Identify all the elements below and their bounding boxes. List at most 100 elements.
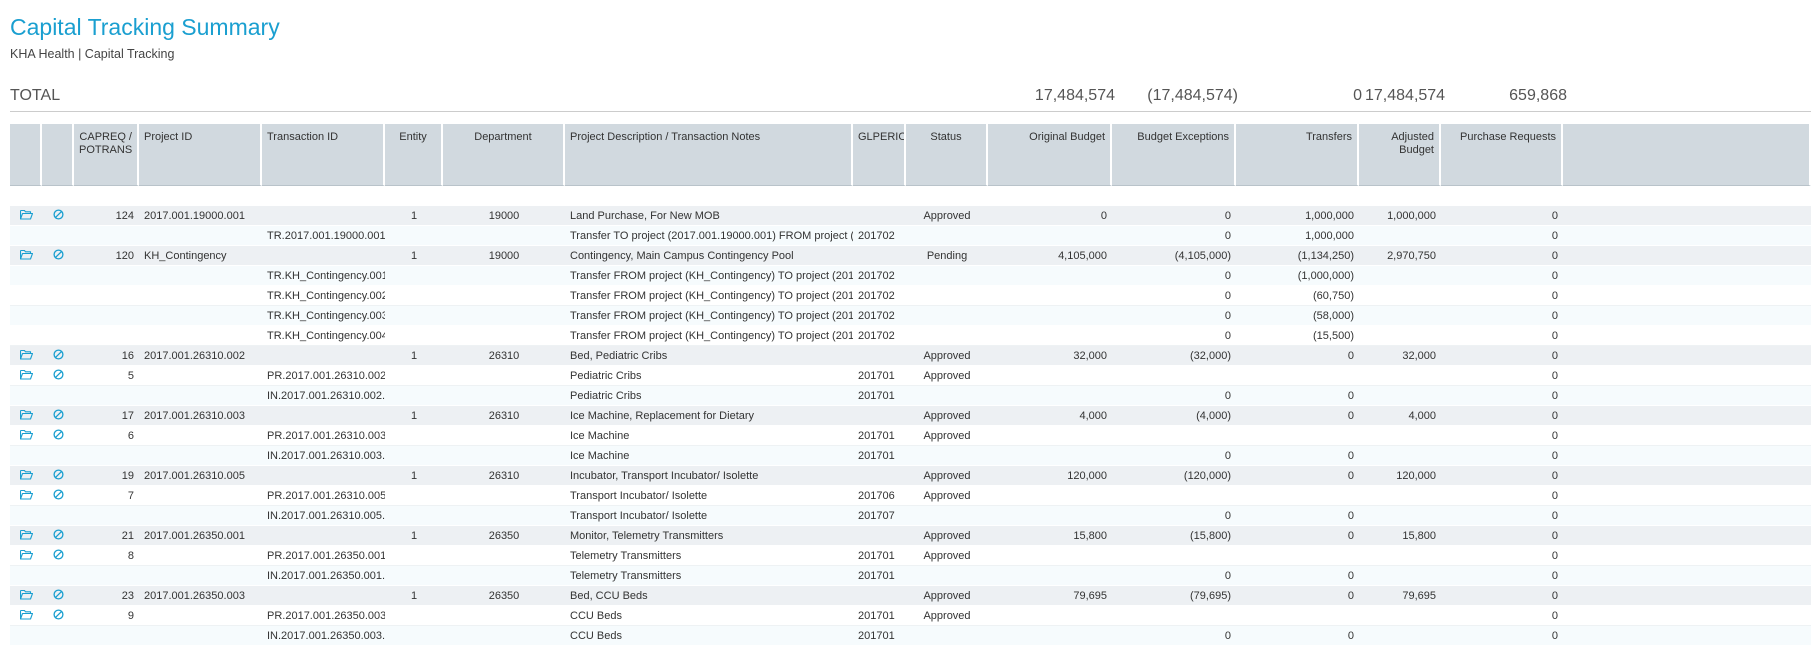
table-row[interactable]: IN.2017.001.26350.001.00' Telemetry Trans… bbox=[10, 566, 1811, 586]
table-row[interactable]: 9 PR.2017.001.26350.003.00 CCU Beds201701A… bbox=[10, 606, 1811, 626]
ban-icon[interactable] bbox=[52, 468, 64, 483]
folder-open-icon[interactable] bbox=[19, 429, 33, 443]
table-row[interactable]: 21 2017.001.26350.001 1 26350 Monitor, Telem… bbox=[10, 526, 1811, 546]
cell-glperiod: 201702 bbox=[853, 286, 906, 306]
table-row[interactable]: 16 2017.001.26310.002 1 26310 Bed, Pediatric… bbox=[10, 346, 1811, 366]
cell-filler bbox=[1563, 586, 1811, 606]
table-row[interactable]: 17 2017.001.26310.003 1 26310 Ice Machine, R… bbox=[10, 406, 1811, 426]
table-row[interactable]: 5 PR.2017.001.26310.002.00 Pediatric Cribs… bbox=[10, 366, 1811, 386]
cell-entity: 1 bbox=[385, 466, 443, 486]
cell-entity: 1 bbox=[385, 406, 443, 426]
open-cell bbox=[10, 306, 42, 326]
col-entity[interactable]: Entity bbox=[385, 124, 443, 186]
ban-icon[interactable] bbox=[52, 488, 64, 503]
open-cell bbox=[10, 266, 42, 286]
folder-open-icon[interactable] bbox=[19, 249, 33, 263]
ban-icon[interactable] bbox=[52, 368, 64, 383]
table-row[interactable]: 7 PR.2017.001.26310.005.00 Transport Incub… bbox=[10, 486, 1811, 506]
ban-icon[interactable] bbox=[52, 528, 64, 543]
table-row[interactable]: 23 2017.001.26350.003 1 26350 Bed, CCU Beds A… bbox=[10, 586, 1811, 606]
ban-icon[interactable] bbox=[52, 608, 64, 623]
col-glperiod[interactable]: GLPERIOD bbox=[853, 124, 906, 186]
table-row[interactable]: TR.KH_Contingency.002 Transfer FROM proje… bbox=[10, 286, 1811, 306]
cell-transfers: 0 bbox=[1236, 586, 1359, 606]
col-capreq[interactable]: CAPREQ / POTRANS bbox=[74, 124, 139, 186]
cell-filler bbox=[1563, 406, 1811, 426]
table-row[interactable]: 8 PR.2017.001.26350.001.00 Telemetry Trans… bbox=[10, 546, 1811, 566]
open-cell bbox=[10, 486, 42, 506]
folder-open-icon[interactable] bbox=[19, 589, 33, 603]
folder-open-icon[interactable] bbox=[19, 609, 33, 623]
cell-filler bbox=[1563, 626, 1811, 646]
open-cell bbox=[10, 426, 42, 446]
ban-icon[interactable] bbox=[52, 588, 64, 603]
cell-entity bbox=[385, 486, 443, 506]
cell-transaction-id: IN.2017.001.26310.003.00' bbox=[262, 446, 385, 466]
cell-original-budget bbox=[988, 506, 1112, 526]
cell-budget-exceptions bbox=[1112, 486, 1236, 506]
cell-purchase-requests: 0 bbox=[1441, 526, 1563, 546]
col-transaction-id[interactable]: Transaction ID bbox=[262, 124, 385, 186]
cell-entity: 1 bbox=[385, 206, 443, 226]
cell-transaction-id bbox=[262, 526, 385, 546]
ban-icon[interactable] bbox=[52, 548, 64, 563]
cell-department bbox=[443, 286, 565, 306]
col-original-budget[interactable]: Original Budget bbox=[988, 124, 1112, 186]
cell-adjusted-budget bbox=[1359, 486, 1441, 506]
cell-adjusted-budget bbox=[1359, 446, 1441, 466]
folder-open-icon[interactable] bbox=[19, 529, 33, 543]
cell-filler bbox=[1563, 346, 1811, 366]
cell-original-budget: 79,695 bbox=[988, 586, 1112, 606]
col-purchase-requests[interactable]: Purchase Requests bbox=[1441, 124, 1563, 186]
cell-status: Approved bbox=[906, 366, 988, 386]
table-row[interactable]: 124 2017.001.19000.001 1 19000 Land Purchase… bbox=[10, 206, 1811, 226]
cell-budget-exceptions: (4,000) bbox=[1112, 406, 1236, 426]
cell-transfers bbox=[1236, 486, 1359, 506]
table-row[interactable]: IN.2017.001.26310.003.00' Ice Machine2017… bbox=[10, 446, 1811, 466]
ban-icon[interactable] bbox=[52, 208, 64, 223]
cell-description: Transfer FROM project (KH_Contingency) T… bbox=[565, 326, 853, 346]
table-row[interactable]: TR.KH_Contingency.004 Transfer FROM proje… bbox=[10, 326, 1811, 346]
table-row[interactable]: IN.2017.001.26310.005.00' Transport Incub… bbox=[10, 506, 1811, 526]
folder-open-icon[interactable] bbox=[19, 349, 33, 363]
table-row[interactable]: 19 2017.001.26310.005 1 26310 Incubator, Tra… bbox=[10, 466, 1811, 486]
cell-department: 19000 bbox=[443, 246, 565, 266]
cell-department: 26310 bbox=[443, 346, 565, 366]
col-description[interactable]: Project Description / Transaction Notes bbox=[565, 124, 853, 186]
cell-entity: 1 bbox=[385, 246, 443, 266]
col-status[interactable]: Status bbox=[906, 124, 988, 186]
col-adjusted-budget[interactable]: Adjusted Budget bbox=[1359, 124, 1441, 186]
col-department[interactable]: Department bbox=[443, 124, 565, 186]
folder-open-icon[interactable] bbox=[19, 549, 33, 563]
ban-icon[interactable] bbox=[52, 248, 64, 263]
cell-department bbox=[443, 306, 565, 326]
ban-icon[interactable] bbox=[52, 348, 64, 363]
cell-transfers: 0 bbox=[1236, 566, 1359, 586]
col-transfers[interactable]: Transfers bbox=[1236, 124, 1359, 186]
col-project-id[interactable]: Project ID bbox=[139, 124, 262, 186]
table-row[interactable]: TR.2017.001.19000.001.00 Transfer TO proj… bbox=[10, 226, 1811, 246]
cell-purchase-requests: 0 bbox=[1441, 266, 1563, 286]
cell-status: Pending bbox=[906, 246, 988, 266]
cell-budget-exceptions: 0 bbox=[1112, 206, 1236, 226]
cell-budget-exceptions: (15,800) bbox=[1112, 526, 1236, 546]
cell-description: Telemetry Transmitters bbox=[565, 566, 853, 586]
cancel-cell bbox=[42, 626, 74, 646]
cell-entity bbox=[385, 606, 443, 626]
folder-open-icon[interactable] bbox=[19, 469, 33, 483]
table-row[interactable]: IN.2017.001.26310.002.00' Pediatric Cribs… bbox=[10, 386, 1811, 406]
folder-open-icon[interactable] bbox=[19, 209, 33, 223]
ban-icon[interactable] bbox=[52, 408, 64, 423]
cell-capreq bbox=[74, 326, 139, 346]
table-row[interactable]: 120 KH_Contingency 1 19000 Contingency, Main… bbox=[10, 246, 1811, 266]
folder-open-icon[interactable] bbox=[19, 489, 33, 503]
table-row[interactable]: TR.KH_Contingency.003 Transfer FROM proje… bbox=[10, 306, 1811, 326]
ban-icon[interactable] bbox=[52, 428, 64, 443]
folder-open-icon[interactable] bbox=[19, 369, 33, 383]
table-row[interactable]: 6 PR.2017.001.26310.003.00 Ice Machine2017… bbox=[10, 426, 1811, 446]
col-budget-exceptions[interactable]: Budget Exceptions bbox=[1112, 124, 1236, 186]
cell-budget-exceptions bbox=[1112, 366, 1236, 386]
folder-open-icon[interactable] bbox=[19, 409, 33, 423]
table-row[interactable]: TR.KH_Contingency.001 Transfer FROM proje… bbox=[10, 266, 1811, 286]
